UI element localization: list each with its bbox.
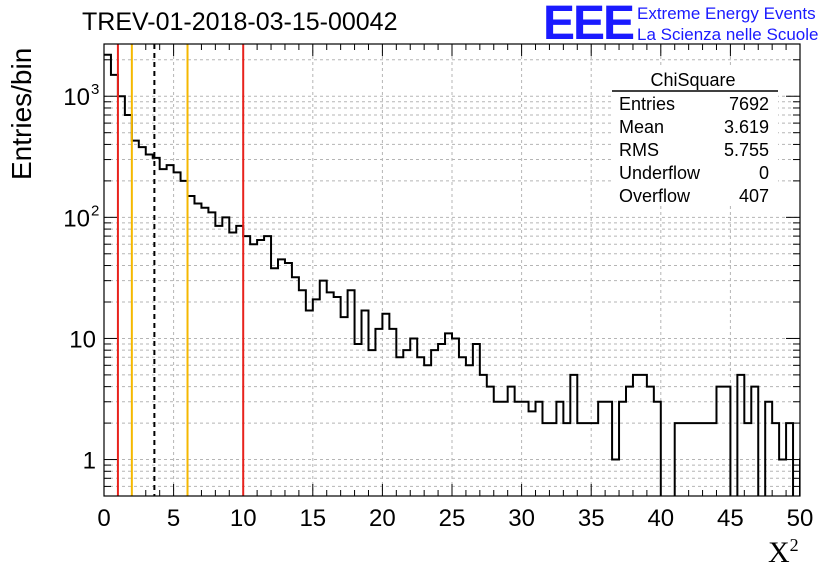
stats-row-label: Underflow [619, 163, 701, 183]
x-tick-label: 30 [508, 505, 535, 532]
stats-row-value: 0 [759, 163, 769, 183]
stats-row-label: RMS [619, 140, 659, 160]
stats-row-label: Mean [619, 117, 664, 137]
x-tick-label: 40 [647, 505, 674, 532]
y-axis-label: Entries/bin [6, 47, 37, 180]
stats-title: ChiSquare [650, 70, 735, 90]
y-tick-label-exponent: 3 [91, 81, 99, 98]
x-axis-label-base: X [768, 536, 790, 569]
x-tick-label: 50 [787, 505, 814, 532]
stats-row-label: Overflow [619, 186, 691, 206]
histogram-series-line [104, 53, 800, 496]
logo-subtitle-line1: Extreme Energy Events [637, 4, 816, 23]
stats-row-value: 5.755 [724, 140, 769, 160]
x-tick-label: 5 [167, 505, 180, 532]
stats-box [612, 66, 778, 206]
eee-logo: EEE [543, 0, 635, 50]
x-tick-label: 35 [578, 505, 605, 532]
logo-subtitle-line2: La Scienza nelle Scuole [637, 25, 819, 44]
x-tick-label: 10 [230, 505, 257, 532]
x-axis-label: X2 [768, 535, 799, 570]
x-tick-label: 45 [717, 505, 744, 532]
plot-frame [103, 43, 801, 497]
x-tick-label: 25 [439, 505, 466, 532]
y-tick-label: 10 [63, 205, 90, 232]
histogram-title: TREV-01-2018-03-15-00042 [82, 8, 398, 36]
stats-row-value: 7692 [729, 94, 769, 114]
x-tick-label: 0 [97, 505, 110, 532]
x-axis-label-superscript: 2 [789, 535, 799, 555]
y-tick-label: 10 [69, 326, 96, 353]
y-tick-label-exponent: 2 [91, 202, 99, 219]
x-tick-label: 15 [299, 505, 326, 532]
y-tick-label: 1 [83, 448, 96, 475]
stats-row-value: 407 [739, 186, 769, 206]
stats-row-value: 3.619 [724, 117, 769, 137]
y-tick-label: 10 [63, 84, 90, 111]
x-tick-label: 20 [369, 505, 396, 532]
stats-row-label: Entries [619, 94, 675, 114]
